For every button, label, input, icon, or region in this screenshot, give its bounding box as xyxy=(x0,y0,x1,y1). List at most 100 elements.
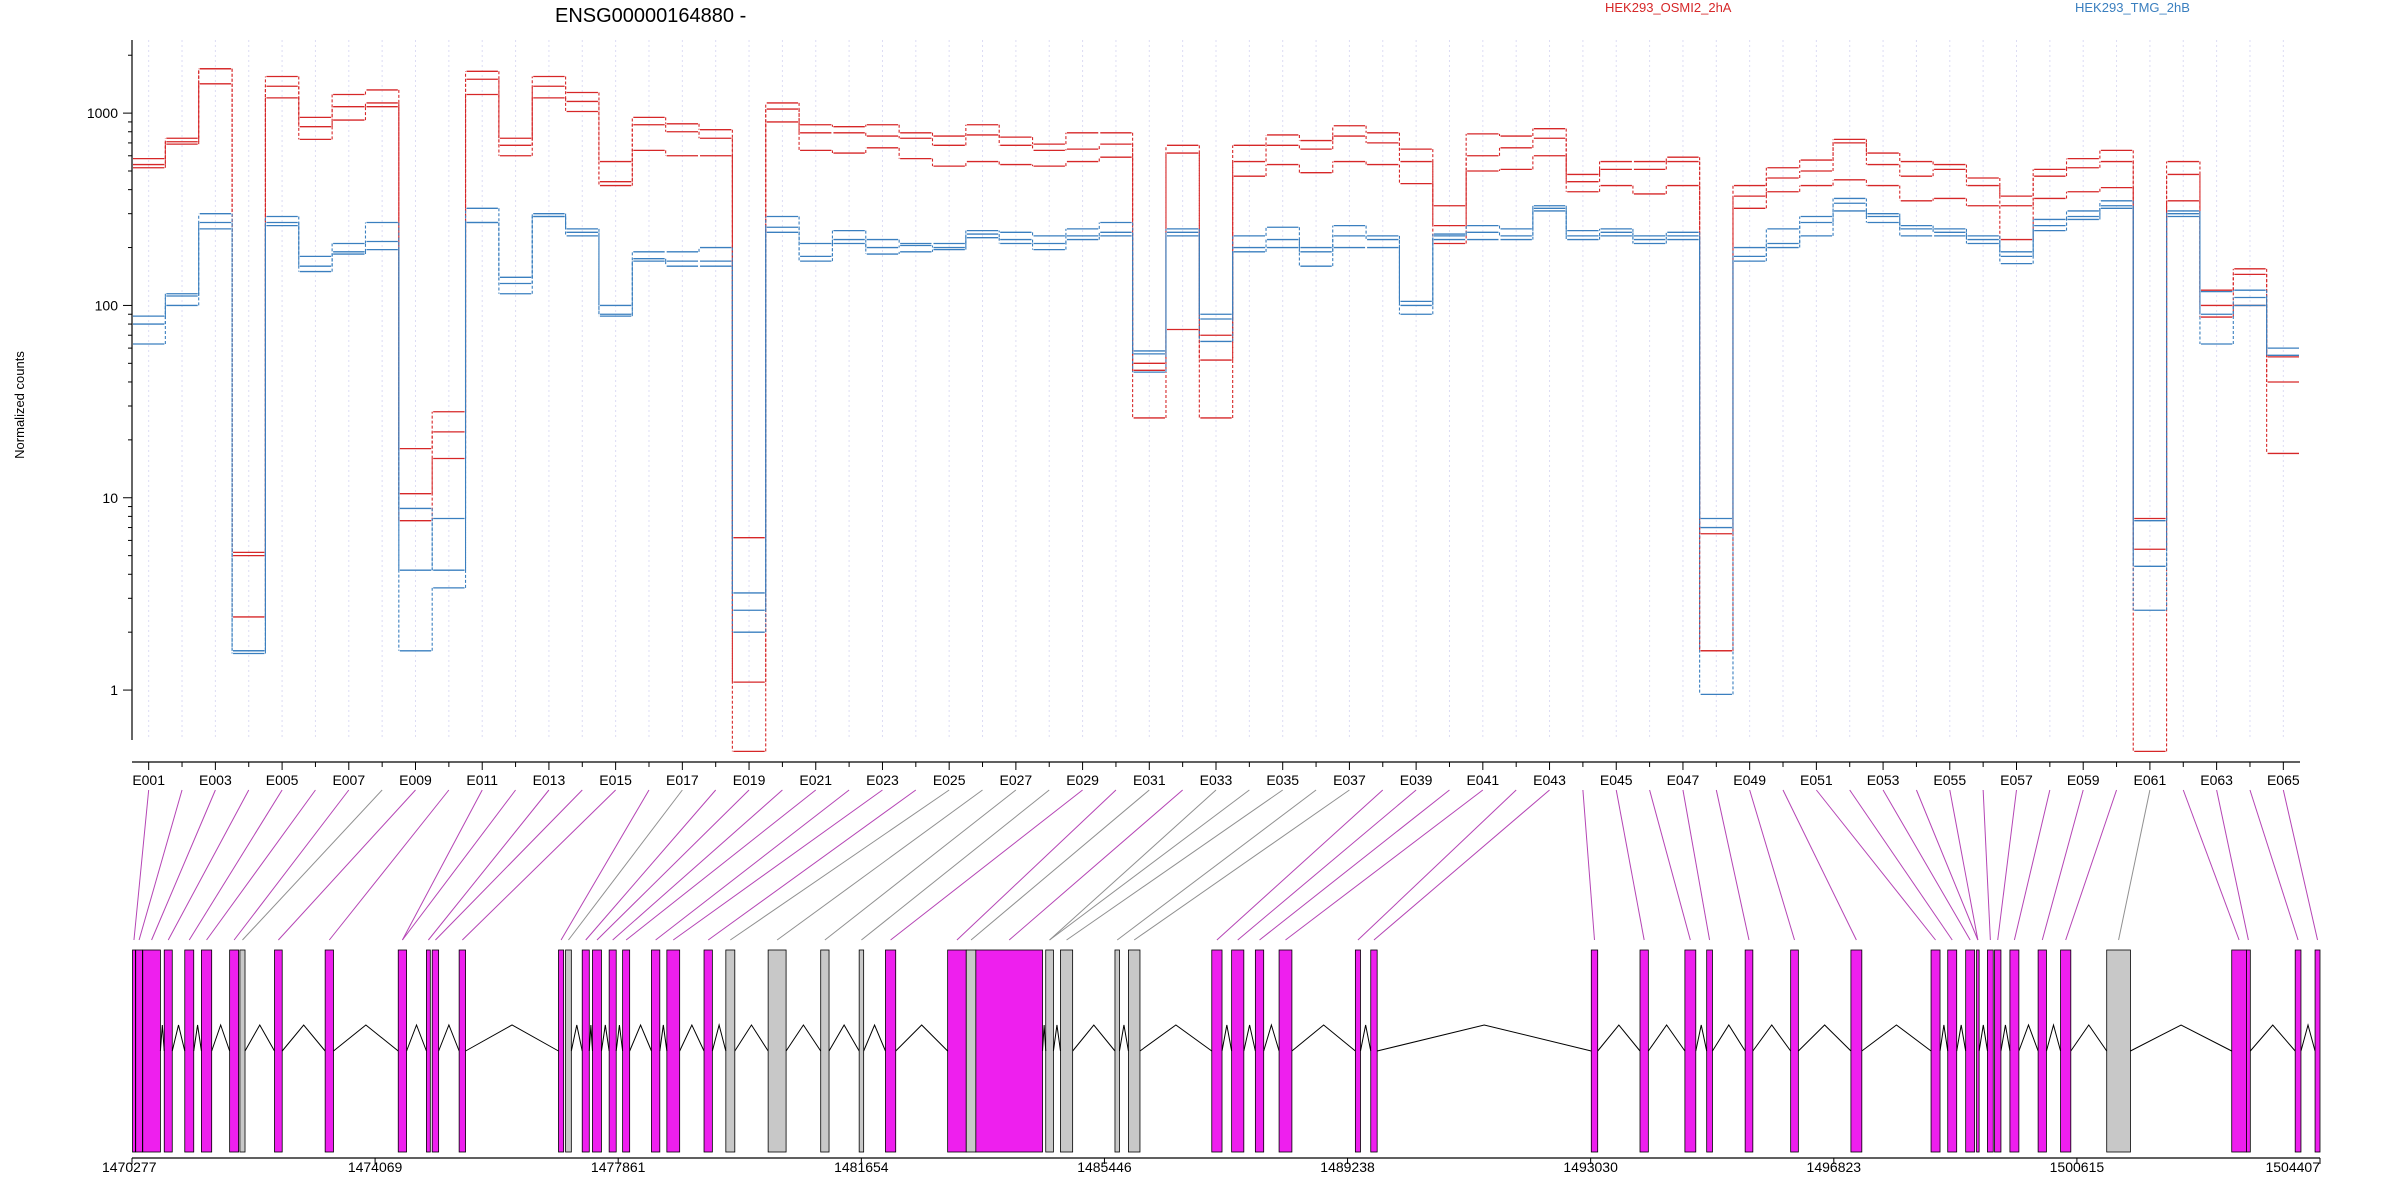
gene-model-exon-block xyxy=(135,949,143,1153)
gene-model-exon-block xyxy=(820,949,830,1153)
gene-model-intron xyxy=(333,1024,399,1052)
gene-model-intron xyxy=(1377,1024,1592,1052)
gene-model-exon-block xyxy=(201,949,213,1153)
x-tick-label: E043 xyxy=(1533,772,1566,788)
gene-model-intron xyxy=(600,1024,610,1052)
connector-E014 xyxy=(435,789,583,941)
gene-model-exon-block xyxy=(651,949,661,1153)
genomic-tick-label: 1504407 xyxy=(2265,1159,2320,1175)
gene-model-exon-block xyxy=(581,949,590,1153)
genomic-tick-label: 1493030 xyxy=(1563,1159,1618,1175)
connector-E053 xyxy=(1882,789,1971,941)
connector-E056 xyxy=(1982,789,1991,941)
gene-model-intron xyxy=(1072,1024,1116,1052)
genomic-tick-label: 1489238 xyxy=(1320,1159,1375,1175)
gene-model-intron xyxy=(244,1023,275,1052)
gene-model-exon-block xyxy=(1211,949,1223,1153)
x-tick-label: E039 xyxy=(1400,772,1433,788)
gene-model-exon-block xyxy=(1354,949,1361,1153)
connector-E064 xyxy=(2249,789,2299,941)
gene-model-exon-block xyxy=(2294,949,2302,1153)
gene-model-intron xyxy=(615,1024,624,1052)
y-tick-label: 10 xyxy=(102,490,118,506)
connector-E030 xyxy=(956,789,1117,941)
gene-model-exon-block xyxy=(163,949,173,1153)
gene-model-exon-block xyxy=(1994,949,2002,1153)
gene-model-intron xyxy=(828,1024,860,1052)
gene-model-intron xyxy=(1695,1024,1708,1052)
connector-E052 xyxy=(1849,789,1953,941)
gene-model-exon-block xyxy=(947,949,967,1153)
gene-model-exon-block xyxy=(239,949,246,1153)
connector-E029 xyxy=(890,789,1083,941)
connector-E002 xyxy=(138,789,183,941)
connector-E026 xyxy=(776,789,983,941)
connector-E065 xyxy=(2282,789,2319,941)
gene-model-exon-block xyxy=(725,949,736,1153)
connector-E001 xyxy=(133,789,150,941)
connector-E058 xyxy=(2013,789,2051,941)
gene-model-exon-block xyxy=(608,949,617,1153)
gene-model-intron xyxy=(2300,1023,2316,1052)
gene-model-intron xyxy=(785,1024,822,1052)
x-tick-label: E025 xyxy=(933,772,966,788)
x-tick-label: E063 xyxy=(2200,772,2233,788)
x-tick-label: E009 xyxy=(399,772,432,788)
gene-model-exon-block xyxy=(885,949,897,1153)
series-1-rep-2-steps xyxy=(164,208,2268,695)
x-tick-label: E055 xyxy=(1933,772,1966,788)
gene-model-exon-block xyxy=(858,949,865,1153)
gene-model-exon-block xyxy=(458,949,466,1153)
connector-E061 xyxy=(2118,789,2151,941)
gene-model-intron xyxy=(159,1024,165,1052)
x-tick-label: E013 xyxy=(533,772,566,788)
gene-model-exon-block xyxy=(703,949,713,1153)
connector-E017 xyxy=(568,789,683,941)
connector-E054 xyxy=(1915,789,1979,941)
plot-series-lines xyxy=(133,68,2299,753)
x-tick-label: E001 xyxy=(132,772,165,788)
connector-E045 xyxy=(1615,789,1645,941)
connector-E048 xyxy=(1715,789,1750,941)
x-tick-label: E059 xyxy=(2067,772,2100,788)
connector-E006 xyxy=(206,789,316,941)
gene-model-exon-block xyxy=(622,949,631,1153)
gene-model-exon-block xyxy=(2314,949,2321,1153)
connector-E060 xyxy=(2065,789,2118,941)
x-tick-label: E037 xyxy=(1333,772,1366,788)
gene-model-exon-block xyxy=(1278,949,1293,1153)
x-tick-label: E007 xyxy=(332,772,365,788)
connector-E063 xyxy=(2216,789,2249,941)
connector-E050 xyxy=(1782,789,1857,941)
gene-model-intron xyxy=(1798,1024,1852,1052)
gene-model-intron xyxy=(438,1023,460,1052)
connector-E042 xyxy=(1357,789,1517,941)
connector-E011 xyxy=(401,789,483,941)
gene-model-exon-block xyxy=(1639,949,1649,1153)
gene-model-exon-block xyxy=(274,949,283,1153)
gene-model-exon-block xyxy=(1965,949,1976,1153)
connector-E003 xyxy=(151,789,216,941)
plot-gridlines xyxy=(148,40,2284,740)
gene-model-intron xyxy=(2000,1024,2011,1052)
gene-model-exon-block xyxy=(2037,949,2047,1153)
genomic-tick-label: 1496823 xyxy=(1807,1159,1862,1175)
connector-E031 xyxy=(970,789,1150,941)
x-tick-label: E049 xyxy=(1733,772,1766,788)
connector-E059 xyxy=(2041,789,2084,941)
gene-model-exon-block xyxy=(2106,949,2131,1153)
gene-model-intron xyxy=(895,1024,948,1052)
connector-E055 xyxy=(1949,789,1979,941)
connector-E041 xyxy=(1285,789,1484,941)
connector-E037 xyxy=(1133,789,1350,941)
gene-model-exon-block xyxy=(1706,949,1713,1153)
plot-axes: 1 10 100 1000 E001 E003 E005 E007 E009 E011 E013 E0… xyxy=(87,40,2300,788)
gene-model-intron xyxy=(2070,1024,2108,1052)
legend-label-osmi: HEK293_OSMI2_2hA xyxy=(1605,0,1732,15)
gene-model-intron xyxy=(1978,1024,1988,1052)
gene-model-exon-block xyxy=(426,949,431,1153)
gene-model-intron xyxy=(1712,1024,1746,1052)
gene-model-intron xyxy=(1647,1024,1686,1052)
gene-model-exon-block xyxy=(324,949,334,1153)
connector-E035 xyxy=(1066,789,1283,941)
